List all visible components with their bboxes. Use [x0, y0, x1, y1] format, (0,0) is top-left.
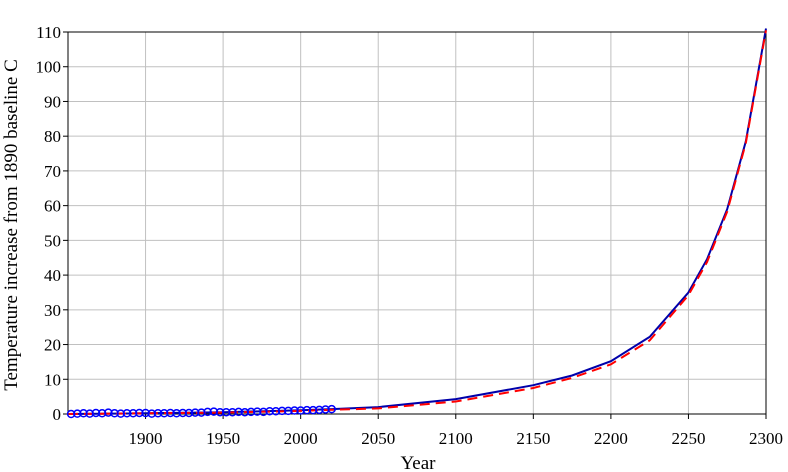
y-tick-label: 0	[53, 405, 62, 424]
y-tick-label: 50	[44, 231, 61, 250]
data-point	[302, 405, 312, 415]
plot-area	[67, 31, 767, 415]
grid-lines	[68, 31, 767, 415]
data-point	[91, 408, 101, 418]
data-point	[116, 409, 125, 418]
data-point	[246, 407, 256, 417]
y-tick-label: 110	[36, 23, 61, 42]
x-tick-label: 2150	[516, 429, 550, 448]
x-tick-label: 2000	[284, 429, 318, 448]
data-point	[221, 408, 231, 417]
x-tick-label: 2300	[749, 429, 783, 448]
data-point	[166, 408, 175, 418]
x-tick-label: 2100	[439, 429, 473, 448]
data-point	[203, 407, 212, 417]
data-point	[79, 409, 88, 418]
y-tick-label: 100	[36, 58, 62, 77]
data-point	[153, 409, 163, 418]
x-tick-label: 2050	[361, 429, 395, 448]
data-point	[122, 409, 132, 418]
x-tick-label: 2250	[671, 429, 705, 448]
data-point	[190, 408, 200, 417]
axis-ticks	[63, 31, 767, 419]
y-tick-label: 30	[44, 301, 61, 320]
data-point	[240, 408, 250, 417]
data-point	[284, 406, 293, 416]
data-point	[215, 408, 225, 417]
data-point	[110, 409, 119, 418]
data-point	[290, 406, 299, 415]
y-axis-title: Temperature increase from 1890 baseline …	[1, 59, 22, 391]
data-point	[128, 409, 138, 418]
data-point	[252, 407, 262, 416]
data-point	[159, 409, 169, 418]
x-axis-tick-labels: 1900 1950 2000 2050 2100 2150 2200 2250 2300	[129, 429, 783, 448]
data-point	[327, 404, 336, 414]
y-tick-label: 40	[44, 266, 61, 285]
y-tick-label: 60	[44, 197, 61, 216]
series-line-dashed	[67, 30, 767, 415]
data-point	[172, 409, 181, 418]
y-tick-label: 90	[44, 92, 61, 111]
y-tick-label: 70	[44, 162, 61, 181]
data-point	[73, 409, 82, 418]
y-tick-label: 20	[44, 336, 61, 355]
data-point	[147, 409, 157, 418]
x-tick-label: 1950	[206, 429, 240, 448]
x-axis-title: Year	[400, 453, 436, 472]
y-axis-tick-labels: 0 10 20 30 40 50 60 70 80 90 100 110	[36, 23, 62, 424]
data-point	[135, 408, 144, 418]
series-line-solid	[67, 28, 767, 415]
data-point	[277, 406, 287, 416]
chart-series	[66, 28, 767, 419]
data-point	[234, 407, 243, 417]
data-point	[265, 406, 274, 416]
data-point	[228, 408, 237, 417]
data-point	[271, 406, 281, 416]
data-point	[315, 405, 324, 415]
x-tick-label: 1900	[129, 429, 163, 448]
data-point	[308, 405, 318, 415]
x-tick-label: 2200	[594, 429, 628, 448]
data-point	[178, 408, 188, 418]
data-point	[321, 405, 330, 414]
y-tick-label: 80	[44, 127, 61, 146]
y-tick-label: 10	[44, 370, 61, 389]
data-point	[184, 408, 194, 418]
data-point	[296, 406, 305, 415]
data-point	[66, 409, 76, 419]
